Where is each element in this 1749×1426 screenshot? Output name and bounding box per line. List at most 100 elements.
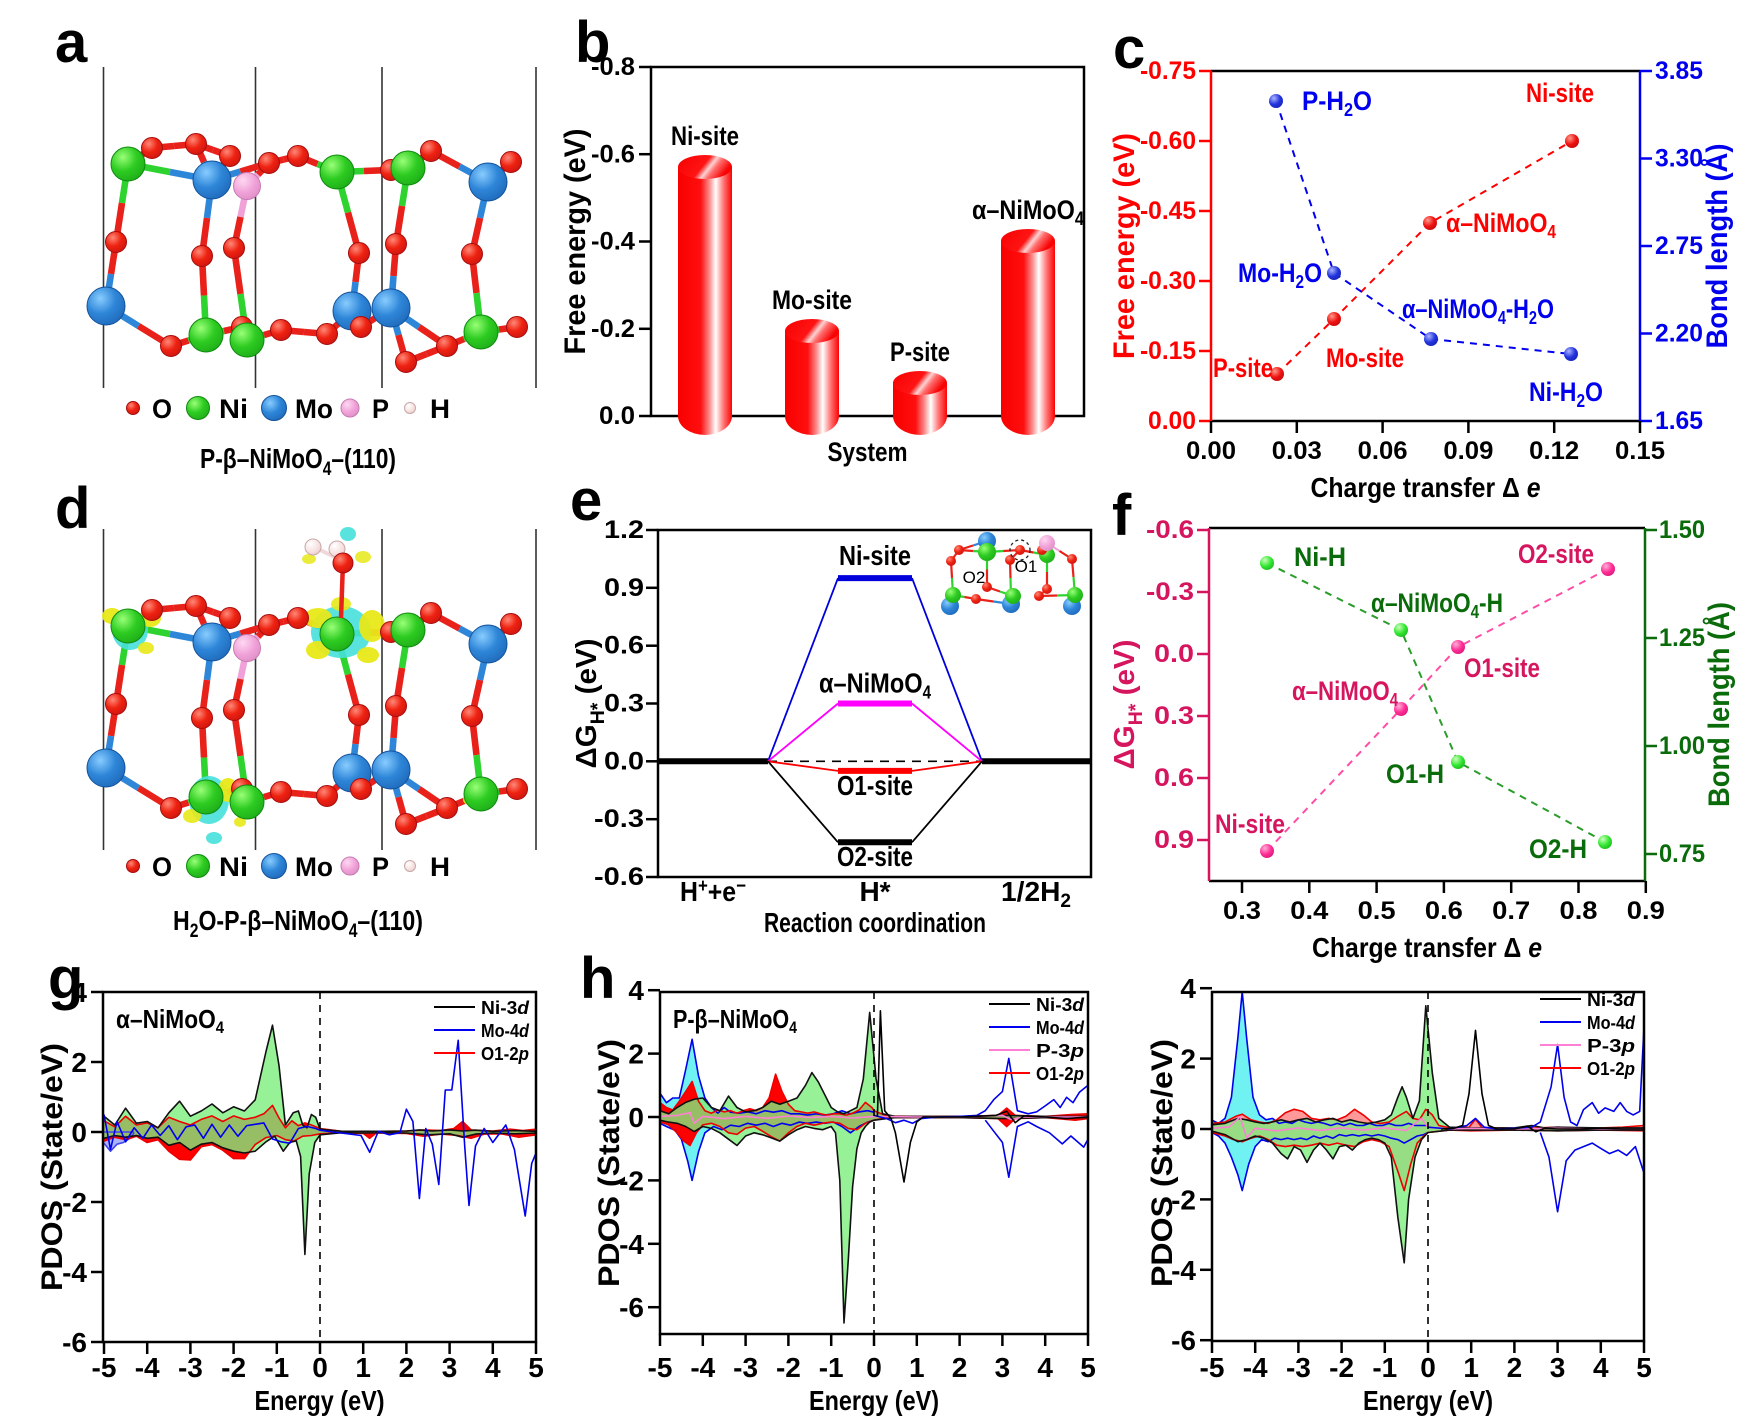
svg-text:-3: -3 bbox=[1286, 1352, 1311, 1383]
svg-text:-6: -6 bbox=[1171, 1325, 1196, 1356]
svg-text:-0.3: -0.3 bbox=[594, 805, 644, 833]
svg-text:-6: -6 bbox=[62, 1327, 87, 1358]
svg-text:O1-2p: O1-2p bbox=[481, 1044, 529, 1064]
svg-text:O1-2p: O1-2p bbox=[1587, 1059, 1635, 1079]
svg-text:Mo-H2O: Mo-H2O bbox=[1238, 258, 1322, 292]
svg-text:PDOS (State/eV): PDOS (State/eV) bbox=[593, 1039, 626, 1287]
svg-text:0.9: 0.9 bbox=[1154, 826, 1194, 854]
svg-text:Mo-site: Mo-site bbox=[772, 285, 852, 315]
svg-text:d: d bbox=[55, 476, 90, 541]
svg-text:2.20: 2.20 bbox=[1655, 320, 1703, 348]
svg-text:-1: -1 bbox=[1372, 1352, 1397, 1383]
svg-text:a: a bbox=[55, 10, 88, 75]
svg-text:-1: -1 bbox=[264, 1352, 289, 1383]
svg-text:3: 3 bbox=[1550, 1352, 1566, 1383]
svg-text:0: 0 bbox=[1420, 1352, 1436, 1383]
svg-text:-5: -5 bbox=[1200, 1352, 1225, 1383]
svg-text:0.3: 0.3 bbox=[1223, 897, 1261, 925]
svg-text:Charge transfer Δ e: Charge transfer Δ e bbox=[1312, 932, 1542, 963]
svg-text:-0.6: -0.6 bbox=[591, 140, 635, 168]
svg-text:-1: -1 bbox=[819, 1352, 844, 1383]
svg-text:1: 1 bbox=[355, 1352, 371, 1383]
svg-text:Charge transfer Δ e: Charge transfer Δ e bbox=[1311, 472, 1541, 503]
svg-text:O: O bbox=[152, 394, 172, 424]
svg-text:-0.3: -0.3 bbox=[1146, 578, 1194, 606]
svg-text:-4: -4 bbox=[690, 1352, 715, 1383]
svg-text:-0.15: -0.15 bbox=[1140, 337, 1196, 365]
svg-text:Ni-3d: Ni-3 d bbox=[481, 998, 530, 1018]
svg-text:0.4: 0.4 bbox=[1290, 897, 1328, 925]
svg-text:O1-H: O1-H bbox=[1386, 759, 1444, 789]
svg-text:α–NiMoO4: α–NiMoO4 bbox=[116, 1004, 224, 1037]
svg-text:b: b bbox=[575, 10, 610, 75]
svg-text:-0.8: -0.8 bbox=[591, 53, 635, 81]
svg-text:1.00: 1.00 bbox=[1659, 732, 1705, 760]
svg-text:-4: -4 bbox=[619, 1229, 644, 1260]
svg-text:ΔGH* (eV): ΔGH* (eV) bbox=[1109, 640, 1147, 770]
svg-text:Free energy (eV): Free energy (eV) bbox=[559, 129, 592, 355]
svg-text:Ni-H2O: Ni-H2O bbox=[1529, 377, 1603, 411]
svg-text:-2: -2 bbox=[1329, 1352, 1354, 1383]
svg-text:Mo-site: Mo-site bbox=[1326, 343, 1404, 373]
svg-text:f: f bbox=[1112, 483, 1132, 548]
svg-text:P: P bbox=[372, 394, 389, 424]
svg-text:α–NiMoO4: α–NiMoO4 bbox=[1292, 676, 1398, 710]
svg-text:5: 5 bbox=[1080, 1352, 1096, 1383]
svg-text:P-site: P-site bbox=[890, 337, 950, 367]
svg-text:-2: -2 bbox=[619, 1165, 644, 1196]
svg-text:0.6: 0.6 bbox=[1425, 897, 1463, 925]
svg-text:1.65: 1.65 bbox=[1655, 407, 1703, 435]
svg-text:Ni: Ni bbox=[219, 394, 248, 424]
svg-text:-4: -4 bbox=[1243, 1352, 1268, 1383]
svg-text:O1-site: O1-site bbox=[1464, 653, 1540, 683]
svg-text:0.0: 0.0 bbox=[604, 747, 644, 775]
svg-text:Bond length (Å): Bond length (Å) bbox=[1703, 602, 1736, 807]
svg-text:-3: -3 bbox=[733, 1352, 758, 1383]
svg-text:Ni-3d: Ni-3 d bbox=[1036, 995, 1085, 1015]
svg-text:3: 3 bbox=[995, 1352, 1011, 1383]
svg-text:-0.45: -0.45 bbox=[1140, 197, 1196, 225]
svg-text:1: 1 bbox=[909, 1352, 925, 1383]
svg-text:0.03: 0.03 bbox=[1272, 437, 1322, 465]
svg-text:5: 5 bbox=[528, 1352, 544, 1383]
svg-text:1/2H2: 1/2H2 bbox=[1001, 876, 1071, 912]
svg-text:O1: O1 bbox=[1015, 557, 1038, 576]
svg-text:4: 4 bbox=[1593, 1352, 1609, 1383]
svg-text:-5: -5 bbox=[648, 1352, 673, 1383]
svg-text:P-3p: P-3 p bbox=[1036, 1041, 1084, 1061]
svg-text:α–NiMoO4-H: α–NiMoO4-H bbox=[1371, 588, 1503, 622]
svg-text:Ni-H: Ni-H bbox=[1294, 542, 1346, 572]
svg-text:4: 4 bbox=[1180, 973, 1196, 1004]
svg-text:P-H2O: P-H2O bbox=[1302, 86, 1372, 120]
svg-text:0.8: 0.8 bbox=[1560, 897, 1598, 925]
svg-text:3: 3 bbox=[442, 1352, 458, 1383]
svg-text:Mo-4d: Mo-4d bbox=[481, 1021, 530, 1041]
svg-text:-3: -3 bbox=[178, 1352, 203, 1383]
svg-text:0: 0 bbox=[312, 1352, 328, 1383]
svg-text:H*: H* bbox=[859, 876, 890, 907]
svg-text:0.15: 0.15 bbox=[1615, 437, 1665, 465]
svg-text:0.00: 0.00 bbox=[1186, 437, 1236, 465]
svg-text:2: 2 bbox=[1180, 1044, 1196, 1075]
svg-text:0.09: 0.09 bbox=[1443, 437, 1493, 465]
svg-text:3.85: 3.85 bbox=[1655, 57, 1703, 85]
svg-text:Energy (eV): Energy (eV) bbox=[809, 1385, 939, 1416]
svg-text:α–NiMoO4: α–NiMoO4 bbox=[972, 195, 1084, 230]
svg-text:4: 4 bbox=[628, 975, 644, 1006]
svg-text:0.3: 0.3 bbox=[604, 690, 644, 718]
svg-text:2: 2 bbox=[628, 1039, 644, 1070]
svg-text:-0.4: -0.4 bbox=[591, 228, 635, 256]
svg-text:-0.2: -0.2 bbox=[591, 315, 635, 343]
svg-text:Reaction coordination: Reaction coordination bbox=[764, 907, 986, 938]
svg-text:g: g bbox=[48, 946, 83, 1011]
svg-text:-0.30: -0.30 bbox=[1140, 267, 1196, 295]
svg-text:O2: O2 bbox=[963, 568, 986, 587]
svg-text:2: 2 bbox=[399, 1352, 415, 1383]
svg-text:4: 4 bbox=[71, 977, 87, 1008]
svg-text:0.3: 0.3 bbox=[1154, 702, 1194, 730]
svg-text:c: c bbox=[1113, 16, 1145, 81]
svg-text:Mo: Mo bbox=[295, 852, 333, 882]
svg-text:-6: -6 bbox=[619, 1292, 644, 1323]
svg-text:0.75: 0.75 bbox=[1659, 840, 1705, 868]
svg-text:3.30: 3.30 bbox=[1655, 145, 1703, 173]
